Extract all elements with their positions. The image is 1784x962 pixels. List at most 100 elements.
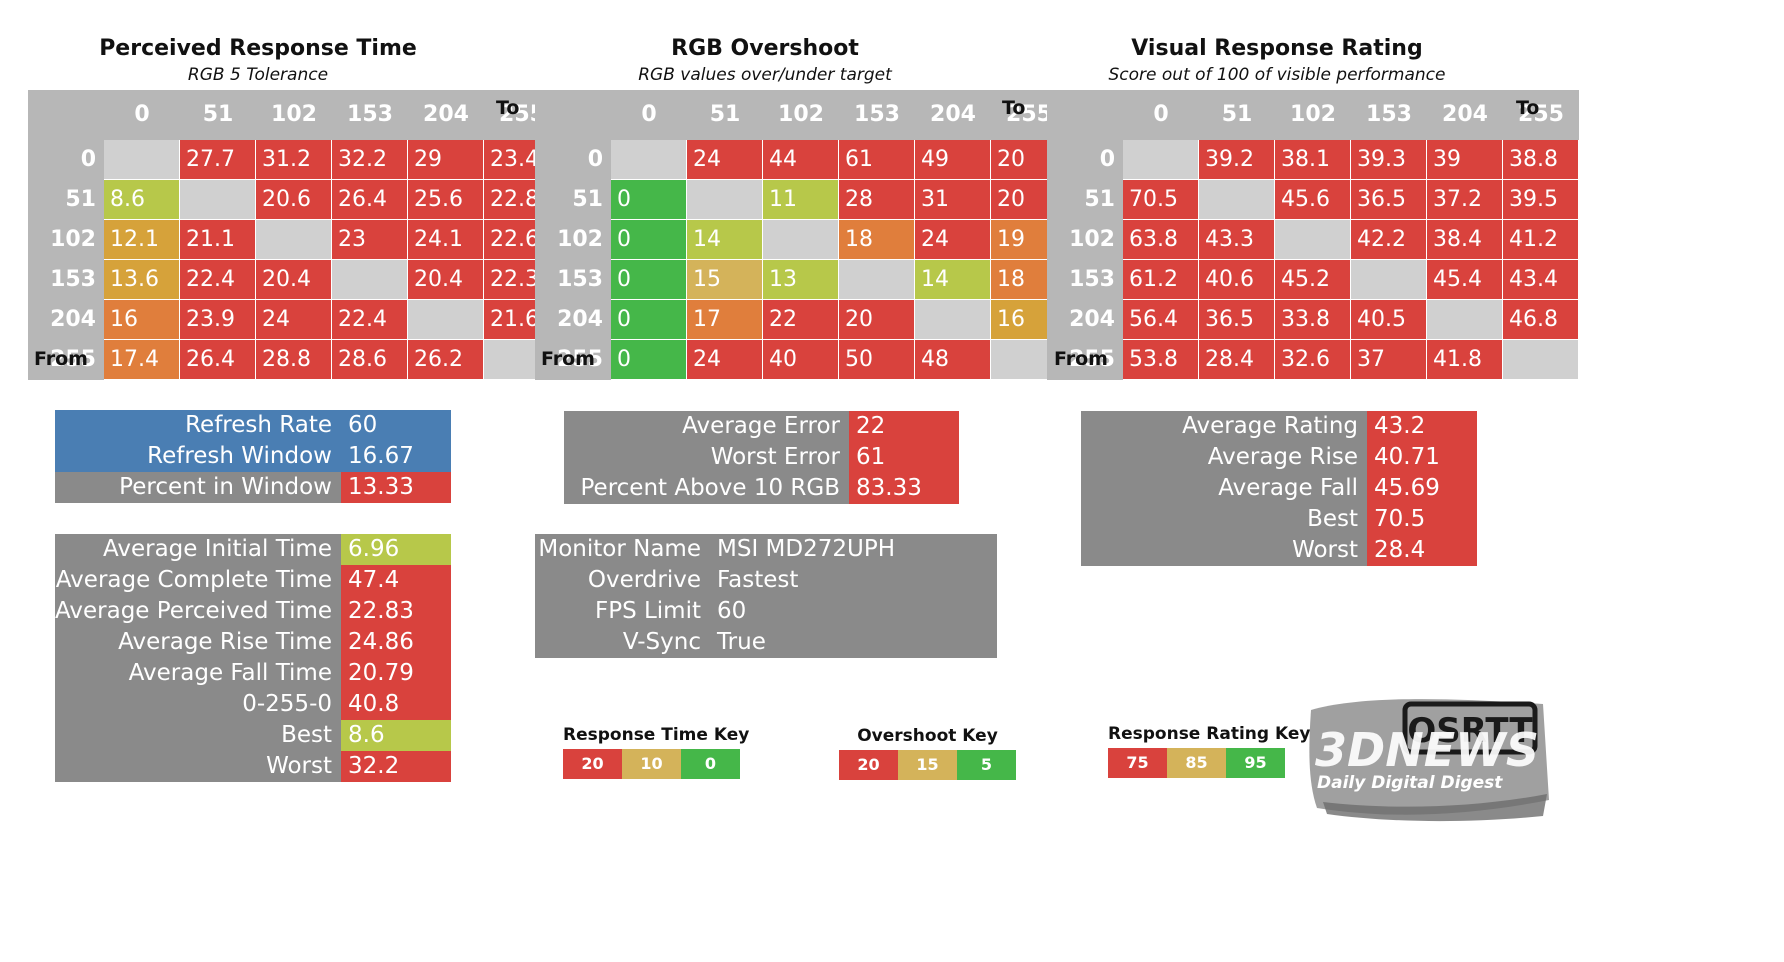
matrix-cell: 70.5 <box>1123 180 1199 220</box>
stat-label: Average Error <box>564 411 849 442</box>
row-header: 153 <box>28 260 104 300</box>
row-header: 102 <box>1047 220 1123 260</box>
stat-label: Worst Error <box>564 442 849 473</box>
row-header: 0 <box>1047 140 1123 180</box>
diagonal-cell <box>1275 220 1351 260</box>
matrix-cell: 17 <box>687 300 763 340</box>
stat-value: 32.2 <box>341 751 451 782</box>
matrix-cell: 22 <box>763 300 839 340</box>
stat-label: Refresh Window <box>55 441 341 472</box>
key-swatch: 0 <box>681 749 740 779</box>
matrix-cell: 13.6 <box>104 260 180 300</box>
matrix-cell: 28.8 <box>256 340 332 380</box>
matrix-title: RGB Overshoot <box>671 36 859 61</box>
key-title: Response Time Key <box>563 725 750 745</box>
key-title: Response Rating Key <box>1108 724 1311 744</box>
matrix-cell: 20.4 <box>256 260 332 300</box>
row-header: 204 <box>28 300 104 340</box>
matrix-cell: 17.4 <box>104 340 180 380</box>
diagonal-cell <box>1351 260 1427 300</box>
stat-label: Average Perceived Time <box>55 596 341 627</box>
monitor-info-table: Monitor Name MSI MD272UPH Overdrive Fastest… <box>535 534 997 658</box>
matrix-cell: 24 <box>687 340 763 380</box>
stat-value: Fastest <box>710 565 997 596</box>
row-header: 0 <box>28 140 104 180</box>
key-swatch: 85 <box>1167 748 1226 778</box>
column-header: 102 <box>763 90 839 140</box>
diagonal-cell <box>180 180 256 220</box>
stat-value: 22 <box>849 411 959 442</box>
matrix-cell: 23 <box>332 220 408 260</box>
stat-value: 40.8 <box>341 689 451 720</box>
stat-label: 0-255-0 <box>55 689 341 720</box>
axis-to-label: To <box>496 97 520 119</box>
matrix-cell: 40 <box>763 340 839 380</box>
row-header: 153 <box>1047 260 1123 300</box>
matrix-cell: 39.2 <box>1199 140 1275 180</box>
matrix-cell: 61 <box>839 140 915 180</box>
matrix-cell: 49 <box>915 140 991 180</box>
diagonal-cell <box>104 140 180 180</box>
matrix-cell: 16 <box>104 300 180 340</box>
matrix-cell: 28.6 <box>332 340 408 380</box>
matrix-cell: 26.4 <box>180 340 256 380</box>
stat-value: True <box>710 627 997 658</box>
matrix-cell: 38.4 <box>1427 220 1503 260</box>
matrix-cell: 28 <box>839 180 915 220</box>
key-swatch: 10 <box>622 749 681 779</box>
column-header: 51 <box>1199 90 1275 140</box>
row-header: 153 <box>535 260 611 300</box>
axis-from-label: From <box>34 348 88 370</box>
column-header: 0 <box>1123 90 1199 140</box>
stat-label: V-Sync <box>535 627 710 658</box>
matrix-cell: 33.8 <box>1275 300 1351 340</box>
matrix-cell: 14 <box>915 260 991 300</box>
matrix-cell: 31 <box>915 180 991 220</box>
logo-brush-stroke <box>1309 699 1549 815</box>
stat-label: Average Rise Time <box>55 627 341 658</box>
row-header: 51 <box>28 180 104 220</box>
matrix-cell: 37 <box>1351 340 1427 380</box>
matrix-title: Visual Response Rating <box>1131 36 1423 61</box>
matrix-cell: 39.3 <box>1351 140 1427 180</box>
matrix-cell: 27.7 <box>180 140 256 180</box>
matrix-cell: 22.4 <box>180 260 256 300</box>
axis-from-label: From <box>1054 348 1108 370</box>
stat-label: FPS Limit <box>535 596 710 627</box>
key-swatch: 15 <box>898 750 957 780</box>
matrix-cell: 42.2 <box>1351 220 1427 260</box>
matrix-cell: 25.6 <box>408 180 484 220</box>
matrix-cell: 38.8 <box>1503 140 1579 180</box>
key-title: Overshoot Key <box>857 726 998 746</box>
row-header: 255 <box>535 340 611 380</box>
column-header: 102 <box>256 90 332 140</box>
stat-value: 45.69 <box>1367 473 1477 504</box>
stat-label: Best <box>55 720 341 751</box>
stat-label: Average Fall Time <box>55 658 341 689</box>
diagonal-cell <box>915 300 991 340</box>
matrix-cell: 0 <box>611 260 687 300</box>
osrtt-badge-text: OSRTT <box>1407 711 1533 751</box>
matrix-cell: 22.4 <box>332 300 408 340</box>
response-time-stats-table: Average Initial Time 6.96 Average Complete… <box>55 534 451 782</box>
column-header: 204 <box>915 90 991 140</box>
diagonal-cell <box>1199 180 1275 220</box>
stat-value: 6.96 <box>341 534 451 565</box>
row-header: 102 <box>28 220 104 260</box>
diagonal-cell <box>332 260 408 300</box>
diagonal-cell <box>1503 340 1579 380</box>
brand-name-text: 3DNEWS <box>1315 723 1539 777</box>
stat-value: 8.6 <box>341 720 451 751</box>
matrix-cell: 28.4 <box>1199 340 1275 380</box>
axis-to-label: To <box>1516 97 1540 119</box>
matrix-cell: 20.4 <box>408 260 484 300</box>
matrix-cell: 24 <box>687 140 763 180</box>
matrix-cell: 23.9 <box>180 300 256 340</box>
matrix-subtitle: RGB 5 Tolerance <box>187 65 329 85</box>
overshoot-error-stats-table: Average Error 22 Worst Error 61 Percent Abov… <box>564 411 959 504</box>
matrix-cell: 0 <box>611 220 687 260</box>
diagonal-cell <box>763 220 839 260</box>
visual-response-rating-matrix: 0 51 102 153 204 255 0 39.2 38.1 39.3 39 38.8 51 70.5… <box>1047 90 1579 380</box>
column-header: 204 <box>1427 90 1503 140</box>
matrix-title: Perceived Response Time <box>99 36 417 61</box>
